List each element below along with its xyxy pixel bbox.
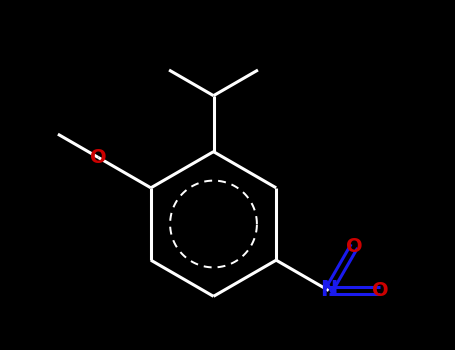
Text: O: O (90, 148, 106, 167)
Text: O: O (372, 281, 388, 300)
Text: N: N (320, 280, 337, 301)
Text: O: O (346, 237, 363, 256)
